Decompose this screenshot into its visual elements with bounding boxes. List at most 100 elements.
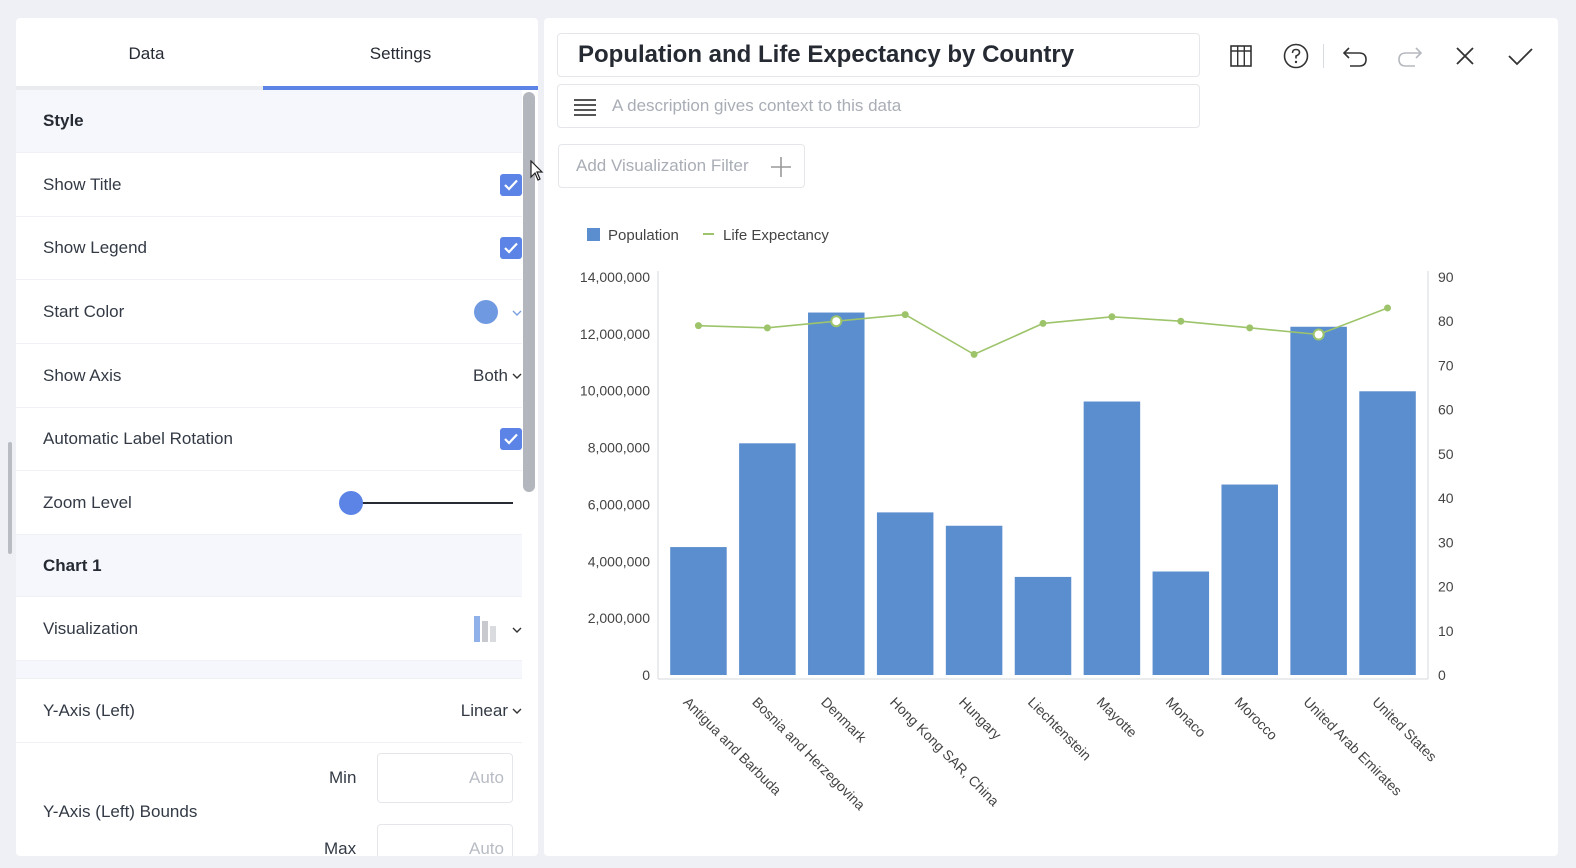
setting-yaxis-left-bounds: Y-Axis (Left) Bounds Min Max	[16, 743, 522, 856]
settings-scrollbar[interactable]	[523, 92, 535, 492]
min-input[interactable]	[377, 753, 513, 803]
y-right-tick-label: 20	[1438, 579, 1454, 595]
y-right-tick-label: 30	[1438, 534, 1454, 550]
line-point	[901, 311, 909, 319]
bar	[808, 312, 865, 675]
chevron-down-icon[interactable]	[512, 625, 522, 635]
x-tick-label: Denmark	[818, 694, 870, 746]
zoom-slider-track[interactable]	[351, 502, 513, 504]
setting-show-title: Show Title	[16, 153, 522, 217]
chevron-down-icon[interactable]	[512, 308, 522, 318]
y-right-tick-label: 70	[1438, 357, 1454, 373]
chevron-down-icon	[512, 708, 522, 714]
undo-icon[interactable]	[1340, 41, 1370, 71]
line-point	[1177, 317, 1185, 325]
plus-icon	[771, 157, 791, 177]
setting-start-color: Start Color	[16, 280, 522, 344]
x-tick-label: United States	[1369, 694, 1440, 765]
y-right-tick-label: 40	[1438, 490, 1454, 506]
bar	[1221, 484, 1278, 675]
line-point	[1246, 324, 1254, 332]
tab-settings[interactable]: Settings	[369, 44, 432, 63]
yaxis-bounds-label: Y-Axis (Left) Bounds	[43, 802, 198, 821]
y-left-tick-label: 6,000,000	[588, 496, 650, 512]
visualization-panel: Population and Life Expectancy by Countr…	[544, 18, 1558, 856]
description-field[interactable]	[557, 84, 1200, 128]
bar	[1083, 401, 1141, 675]
setting-yaxis-left: Y-Axis (Left) Linear	[16, 679, 522, 743]
setting-show-legend: Show Legend	[16, 217, 522, 280]
min-label: Min	[329, 768, 357, 787]
auto-rotation-checkbox[interactable]	[500, 428, 522, 450]
show-title-label: Show Title	[43, 174, 122, 194]
legend-swatch-population	[587, 228, 600, 241]
setting-auto-rotation: Automatic Label Rotation	[16, 408, 522, 471]
x-tick-label: Monaco	[1163, 694, 1210, 741]
setting-zoom-level: Zoom Level	[16, 471, 522, 535]
start-color-label: Start Color	[43, 301, 125, 321]
line-point-highlighted	[830, 315, 843, 328]
window-edge-handle	[8, 442, 12, 554]
help-icon[interactable]	[1281, 41, 1311, 71]
y-right-tick-label: 80	[1438, 313, 1454, 329]
auto-rotation-label: Automatic Label Rotation	[43, 429, 233, 448]
x-tick-label: Hungary	[956, 694, 1005, 743]
show-legend-label: Show Legend	[43, 238, 147, 257]
bar	[1014, 576, 1072, 675]
line-point	[763, 324, 771, 332]
tab-data[interactable]: Data	[128, 44, 165, 63]
start-color-swatch[interactable]	[474, 299, 498, 324]
checkmark-icon	[504, 179, 518, 191]
panel-tabs: Data Settings	[16, 18, 538, 90]
legend-label-population: Population	[608, 227, 679, 244]
title-field[interactable]: Population and Life Expectancy by Countr…	[557, 33, 1200, 77]
show-legend-checkbox[interactable]	[500, 237, 522, 259]
y-left-tick-label: 4,000,000	[588, 553, 650, 569]
text-lines-icon	[574, 99, 596, 116]
description-input[interactable]	[612, 89, 1192, 123]
combo-chart: 0 2,000,000 4,000,000 6,000,000 8,000,000 10,…	[580, 227, 1454, 813]
bar	[670, 547, 727, 675]
bar	[1359, 391, 1416, 675]
close-icon[interactable]	[1450, 41, 1480, 71]
yaxis-left-select[interactable]: Linear	[461, 701, 522, 721]
section-style: Style	[16, 90, 522, 153]
table-view-icon[interactable]	[1226, 41, 1256, 71]
show-title-checkbox[interactable]	[500, 173, 522, 196]
column-chart-icon[interactable]	[474, 616, 502, 642]
check-icon[interactable]	[1505, 41, 1535, 71]
y-left-tick-label: 14,000,000	[580, 269, 650, 285]
max-input[interactable]	[377, 824, 513, 856]
show-axis-value: Both	[473, 365, 508, 385]
visualization-label: Visualization	[43, 618, 139, 638]
section-chart-1-label: Chart 1	[43, 555, 102, 575]
settings-panel: Data Settings Style Show Title Show Lege…	[16, 18, 538, 856]
legend-label-life-expectancy: Life Expectancy	[723, 227, 829, 244]
section-chart-1: Chart 1	[16, 535, 522, 597]
chevron-down-icon	[512, 373, 522, 379]
y-left-tick-label: 10,000,000	[580, 383, 650, 399]
zoom-slider-knob[interactable]	[339, 491, 363, 515]
bar	[1290, 326, 1347, 675]
y-left-tick-label: 0	[642, 667, 650, 683]
redo-icon[interactable]	[1395, 41, 1425, 71]
show-axis-select[interactable]: Both	[473, 366, 522, 386]
line-point	[1108, 313, 1116, 321]
add-visualization-filter-button[interactable]: Add Visualization Filter	[558, 144, 805, 188]
y-right-tick-label: 90	[1438, 269, 1454, 285]
line-point-highlighted	[1312, 328, 1325, 341]
x-tick-label: Mayotte	[1094, 694, 1141, 741]
section-style-label: Style	[43, 111, 84, 130]
x-tick-label: Liechtenstein	[1025, 694, 1095, 764]
yaxis-left-label: Y-Axis (Left)	[43, 700, 135, 720]
mouse-cursor-icon	[530, 160, 544, 181]
show-axis-label: Show Axis	[43, 365, 122, 385]
checkmark-icon	[504, 242, 518, 254]
y-left-tick-label: 12,000,000	[580, 326, 650, 342]
y-left-tick-label: 8,000,000	[588, 440, 650, 456]
tab-active-indicator	[263, 86, 538, 90]
x-tick-label: Bosnia and Herzegovina	[749, 694, 868, 813]
line-point	[970, 350, 978, 358]
setting-visualization: Visualization	[16, 597, 522, 661]
max-label: Max	[324, 839, 357, 856]
